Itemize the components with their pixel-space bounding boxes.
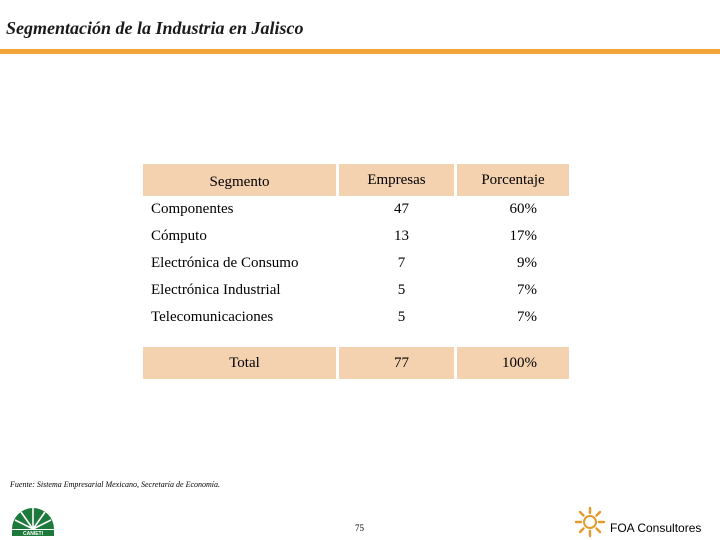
row-segment: Componentes	[151, 201, 234, 217]
row-companies: 7	[397, 255, 406, 271]
row-companies: 5	[397, 282, 406, 298]
row-segment: Electrónica Industrial	[151, 282, 281, 298]
slide-title: Segmentación de la Industria en Jalisco	[6, 18, 304, 38]
table-row: Electrónica Industrial 5 7%	[143, 277, 569, 304]
row-companies: 13	[394, 228, 409, 244]
row-segment: Telecomunicaciones	[151, 309, 274, 325]
header-segment: Segmento	[143, 164, 336, 196]
table-spacer	[143, 331, 569, 347]
row-percent: 9%	[517, 255, 537, 271]
row-percent: 7%	[517, 309, 537, 325]
total-percent: 100%	[457, 347, 569, 379]
header-companies: Empresas	[339, 164, 454, 196]
row-percent: 7%	[517, 282, 537, 298]
foa-sun-logo	[574, 506, 606, 538]
canieti-logo: CANIETI	[12, 508, 54, 537]
source-note: Fuente: Sistema Empresarial Mexicano, Se…	[10, 480, 221, 489]
row-companies: 47	[394, 201, 409, 217]
row-companies: 5	[397, 309, 406, 325]
total-label: Total	[143, 347, 336, 379]
table-row: Electrónica de Consumo 7 9%	[143, 250, 569, 277]
table-row: Telecomunicaciones 5 7%	[143, 304, 569, 331]
page-number: 75	[355, 523, 364, 533]
canieti-logo-text: CANIETI	[23, 531, 44, 537]
table-row: Componentes 47 60%	[143, 196, 569, 223]
row-percent: 60%	[509, 201, 538, 217]
table-header-row: Segmento Empresas Porcentaje	[143, 164, 569, 196]
foa-consultores-label: FOA Consultores	[610, 521, 702, 535]
header-percent: Porcentaje	[457, 164, 569, 196]
row-segment: Electrónica de Consumo	[151, 255, 299, 271]
segment-table: Segmento Empresas Porcentaje Componentes…	[140, 164, 572, 379]
row-segment: Cómputo	[151, 228, 207, 244]
table-total-row: Total 77 100%	[143, 347, 569, 379]
row-percent: 17%	[509, 228, 538, 244]
table-row: Cómputo 13 17%	[143, 223, 569, 250]
total-companies: 77	[339, 347, 454, 379]
title-divider	[0, 49, 720, 54]
